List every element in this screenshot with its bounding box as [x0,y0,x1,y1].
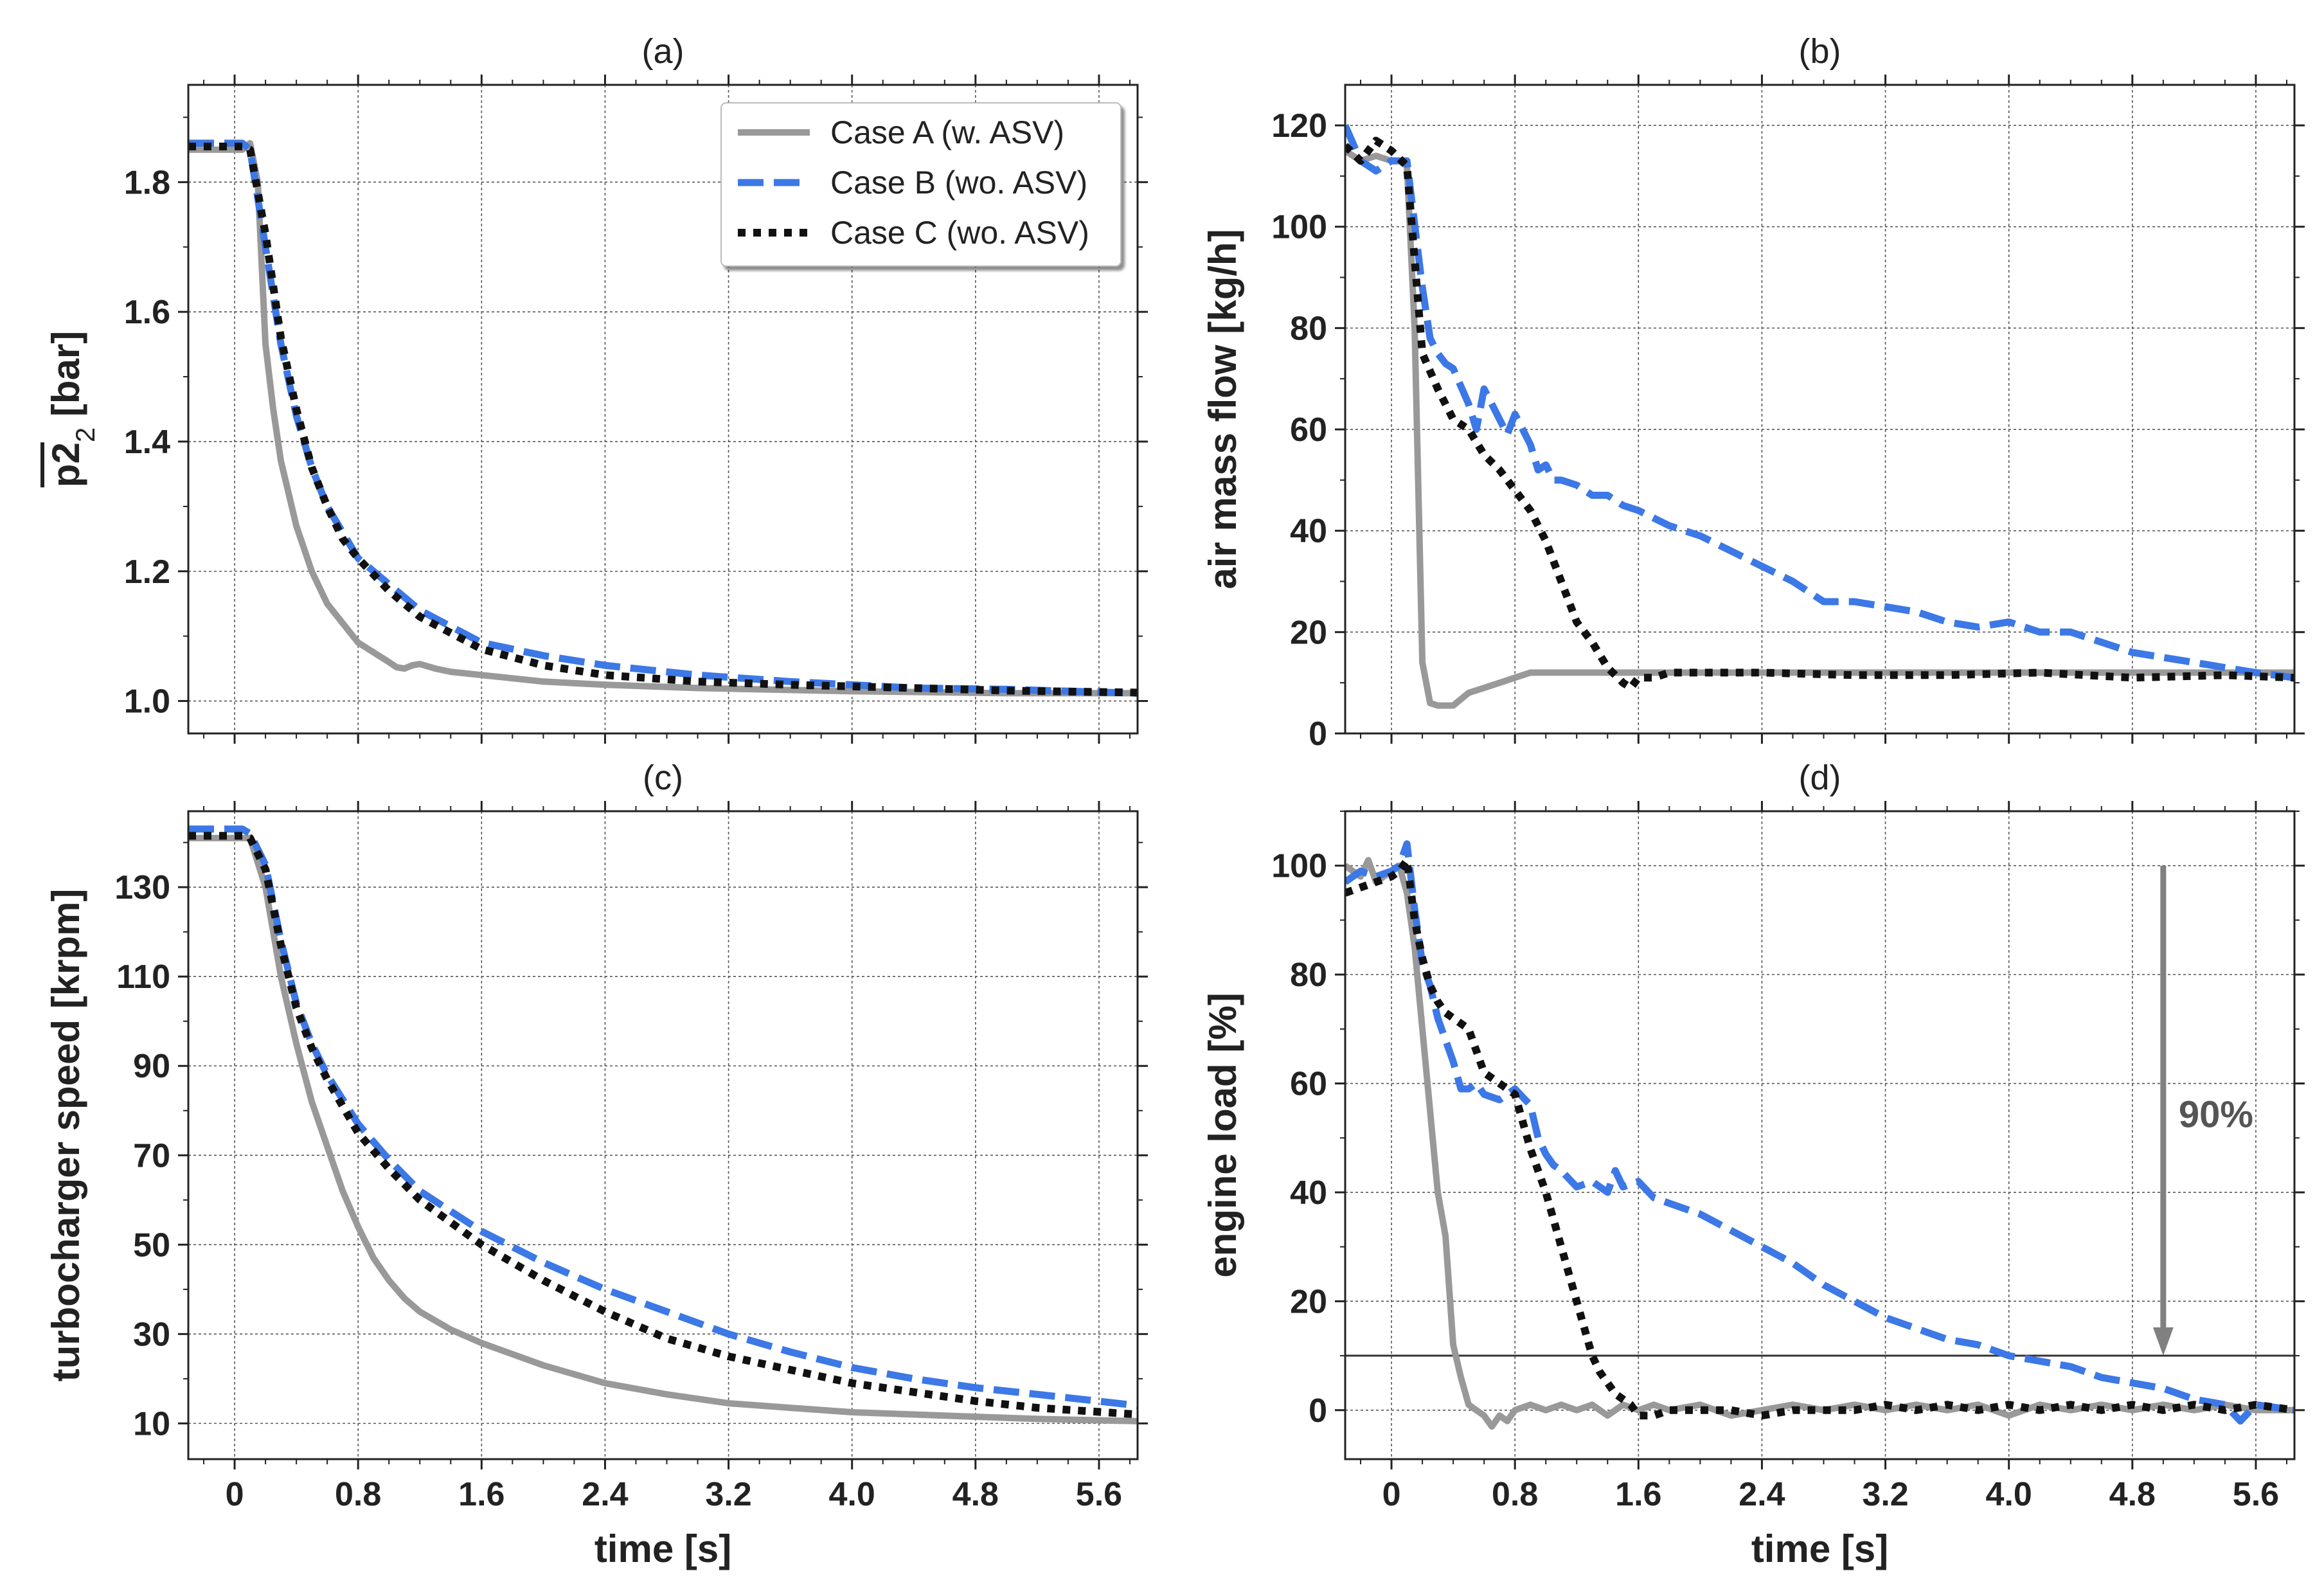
y-tick-label: 90 [133,1048,170,1085]
series-line-case-b [1345,840,2294,1425]
series-group [188,139,1138,697]
y-tick-label: 1.6 [124,294,170,331]
x-tick-label: 1.6 [1615,1476,1661,1513]
series-group [188,825,1138,1424]
series-line-case-a [1345,148,2294,709]
y-axis-label: turbocharger speed [krpm] [44,889,87,1382]
y-tick-label: 80 [1290,956,1327,994]
y-label-symbol: p2 [44,442,87,487]
series-line-case-c [1345,856,2294,1420]
series-line-case-c [1345,136,2294,692]
y-tick-label: 1.8 [124,164,170,201]
x-tick-label: 0.8 [1492,1476,1538,1513]
y-tick-label: 70 [133,1137,170,1174]
series-line-case-a [1345,857,2294,1430]
y-tick-label: 1.2 [124,553,170,591]
annotation-arrow-head [2152,1327,2174,1356]
x-tick-label: 3.2 [705,1476,751,1513]
y-axis-label: engine load [%] [1201,992,1244,1277]
axes-frame [1344,810,2296,1460]
y-tick-label: 20 [1290,614,1327,651]
y-tick-label: 100 [1271,848,1327,885]
y-tick-label: 40 [1290,1174,1327,1212]
legend-label-case-a: Case A (w. ASV) [830,114,1064,150]
y-tick-label: 120 [1271,107,1327,145]
x-tick-label: 3.2 [1862,1476,1908,1513]
y-tick-label: 80 [1290,310,1327,347]
panel-c: 0 0.8 1.6 2.4 3.2 4.0 4.8 5.6 10 30 50 70 90 110 130 (c… [44,759,1148,1570]
legend-label-case-c: Case C (wo. ASV) [830,215,1089,251]
y-tick-label: 0 [1309,1392,1327,1430]
y-axis-label: air mass flow [kg/h] [1201,229,1244,589]
x-tick-label: 0.8 [335,1476,381,1513]
panel-b: 0 20 40 60 80 100 120 (b) air mass flow [kg/h] [1201,32,2305,753]
panel-d: 0 0.8 1.6 2.4 3.2 4.0 4.8 5.6 0 20 40 60 80 100 90% (d)… [1201,759,2305,1570]
y-tick-label: 1.4 [124,424,170,461]
y-tick-label: 1.0 [124,683,170,721]
series-line-case-c [188,142,1138,697]
y-tick-label: 60 [1290,1066,1327,1103]
y-tick-label: 60 [1290,411,1327,449]
y-tick-label: 40 [1290,513,1327,550]
axes-frame [187,810,1139,1460]
x-axis-label: time [s] [1751,1527,1888,1570]
axes-frame [1344,84,2296,735]
y-tick-label: 110 [116,958,170,996]
y-tick-label: 130 [114,869,170,906]
y-tick-label: 30 [133,1316,170,1353]
series-line-case-c [188,832,1138,1419]
x-tick-label: 0 [1382,1476,1401,1513]
series-line-case-a [188,139,1138,697]
x-axis-label: time [s] [594,1527,731,1570]
series-line-case-a [188,834,1138,1424]
x-tick-label: 2.4 [1739,1476,1785,1513]
series-group [1345,123,2294,709]
y-tick-label: 100 [1271,209,1327,246]
legend-label-case-b: Case B (wo. ASV) [830,165,1087,201]
x-tick-label: 4.0 [1986,1476,2032,1513]
x-tick-label: 4.8 [952,1476,999,1513]
x-tick-label: 5.6 [1076,1476,1122,1513]
x-tick-label: 4.8 [2109,1476,2156,1513]
series-line-case-b [1345,123,2294,681]
panel-title: (c) [643,759,683,797]
x-tick-label: 0 [226,1476,244,1513]
annotation-label: 90% [2179,1093,2253,1135]
axes-frame [187,84,1139,735]
panel-title: (d) [1799,759,1841,797]
legend-box [720,102,1122,267]
series-line-case-b [188,825,1138,1410]
y-label-unit: [bar] [44,331,87,427]
y-axis-label: p22 [bar] [44,331,100,487]
y-tick-label: 10 [133,1405,170,1442]
x-tick-label: 4.0 [829,1476,875,1513]
x-tick-label: 1.6 [458,1476,505,1513]
legend: Case A (w. ASV) Case B (wo. ASV) Case C (w… [720,102,1122,267]
panel-title: (a) [642,32,684,71]
x-tick-label: 5.6 [2233,1476,2279,1513]
y-label-subscript: 2 [70,427,100,442]
panel-title: (b) [1799,32,1841,71]
series-line-case-b [188,139,1138,697]
x-tick-label: 2.4 [582,1476,628,1513]
y-tick-label: 20 [1290,1283,1327,1320]
y-tick-label: 50 [133,1226,170,1264]
series-group [1345,840,2294,1430]
y-tick-label: 0 [1309,715,1327,753]
